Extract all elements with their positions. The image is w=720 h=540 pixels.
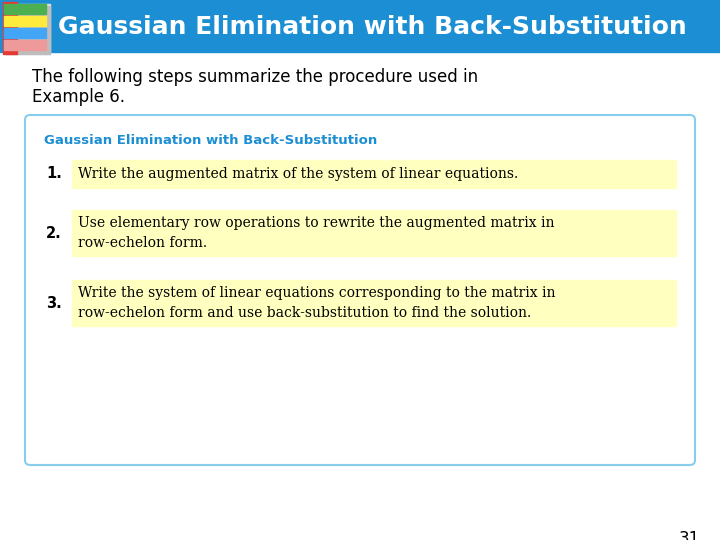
Bar	[6, 6, 50, 54]
Bar	[4, 4, 50, 54]
Bar	[4, 16, 46, 26]
Text: Use elementary row operations to rewrite the augmented matrix in
row-echelon for: Use elementary row operations to rewrite…	[78, 216, 554, 249]
Text: 31: 31	[679, 530, 700, 540]
Bar	[4, 40, 46, 50]
Text: Write the augmented matrix of the system of linear equations.: Write the augmented matrix of the system…	[78, 167, 518, 181]
Bar	[0, 0, 720, 52]
Bar	[3, 2, 17, 54]
Text: Write the system of linear equations corresponding to the matrix in
row-echelon : Write the system of linear equations cor…	[78, 286, 556, 320]
Text: Gaussian Elimination with Back-Substitution: Gaussian Elimination with Back-Substitut…	[58, 15, 687, 39]
Text: 1.: 1.	[46, 166, 62, 181]
Bar	[72, 210, 676, 256]
FancyBboxPatch shape	[25, 115, 695, 465]
Bar	[72, 160, 676, 188]
Text: 3.: 3.	[46, 295, 62, 310]
Text: Gaussian Elimination with Back-Substitution: Gaussian Elimination with Back-Substitut…	[44, 134, 377, 147]
Text: The following steps summarize the procedure used in: The following steps summarize the proced…	[32, 68, 478, 86]
Text: 2.: 2.	[46, 226, 62, 240]
Text: Example 6.: Example 6.	[32, 88, 125, 106]
Bar	[4, 4, 46, 14]
Bar	[4, 28, 46, 38]
Bar	[72, 280, 676, 326]
